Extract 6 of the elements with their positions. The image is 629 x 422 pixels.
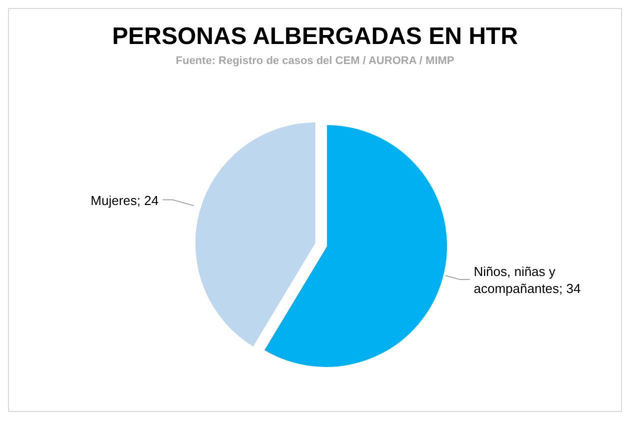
slice-label: Mujeres <box>90 192 138 208</box>
chart-subtitle: Fuente: Registro de casos del CEM / AURORA / MIMP <box>174 55 456 67</box>
data-label: ; 24 <box>136 192 159 208</box>
slice-label: Niños, niñas y acompañantes <box>474 264 560 296</box>
data-label: ; 34 <box>559 281 581 296</box>
chart-title: PERSONAS ALBERGADAS EN HTR <box>111 23 519 51</box>
